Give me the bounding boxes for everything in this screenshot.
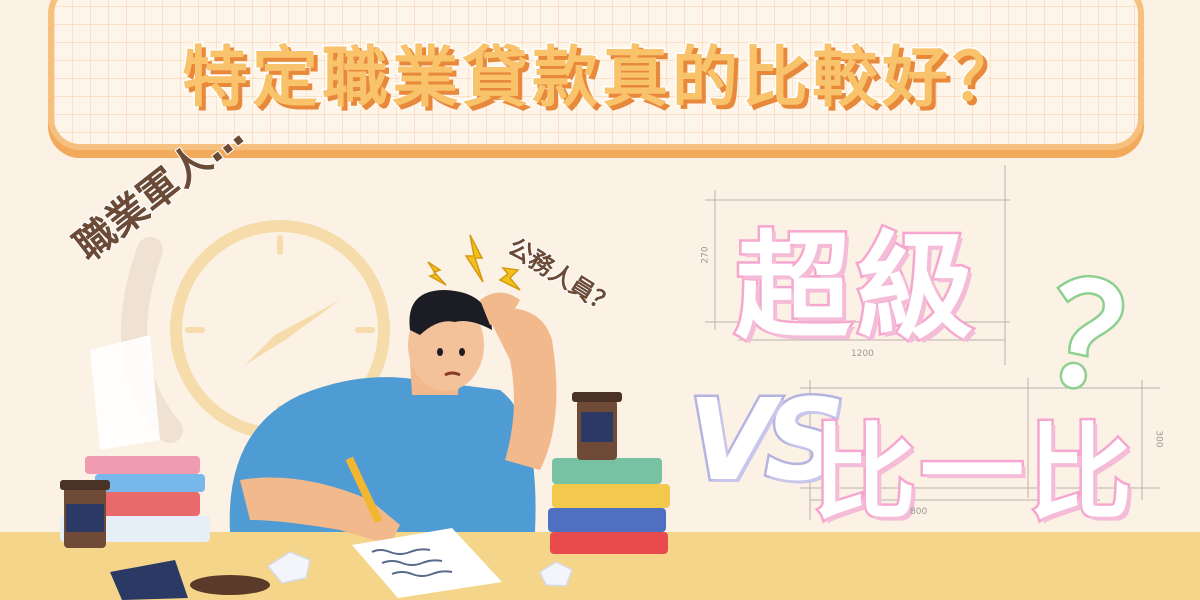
spilled-coffee-cup <box>110 560 270 600</box>
right-book-stack <box>548 458 670 554</box>
dimension-lines <box>705 165 1160 520</box>
dimension-bottom-height: 300 <box>1153 430 1164 448</box>
coffee-cup-left <box>60 480 110 548</box>
coffee-cup-right <box>572 392 622 460</box>
stress-lightning-icon <box>427 234 521 291</box>
page-title: 特定職業貸款真的比較好？ <box>181 38 1022 118</box>
versus-label: VS <box>685 374 847 509</box>
notepaper <box>352 528 502 598</box>
super-word: 超級 <box>733 218 979 358</box>
title-banner: 特定職業貸款真的比較好？ <box>48 0 1144 150</box>
dimension-top-height: 270 <box>700 246 711 264</box>
stressed-student <box>229 290 557 545</box>
compare-word: 比一比 <box>809 410 1137 537</box>
dimension-top-width: 1200 <box>851 349 874 359</box>
paper-sheet <box>90 335 160 450</box>
dimension-bottom-width: 800 <box>910 507 928 517</box>
crumpled-paper <box>266 551 573 587</box>
